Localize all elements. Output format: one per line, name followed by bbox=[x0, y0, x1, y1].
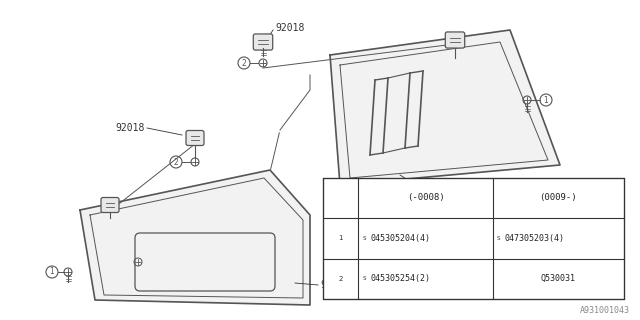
Polygon shape bbox=[330, 30, 560, 185]
Text: (-0008): (-0008) bbox=[407, 193, 444, 202]
Text: 045305254(2): 045305254(2) bbox=[371, 275, 431, 284]
Text: 045305204(4): 045305204(4) bbox=[371, 234, 431, 243]
Text: 1: 1 bbox=[339, 236, 343, 241]
Text: 1: 1 bbox=[543, 95, 548, 105]
FancyBboxPatch shape bbox=[253, 34, 273, 50]
Bar bbox=[323, 178, 624, 299]
Text: A931001043: A931001043 bbox=[580, 306, 630, 315]
Text: Q530031: Q530031 bbox=[541, 275, 576, 284]
Text: 92018: 92018 bbox=[116, 123, 145, 133]
Text: 047305203(4): 047305203(4) bbox=[505, 234, 564, 243]
FancyBboxPatch shape bbox=[186, 131, 204, 146]
FancyBboxPatch shape bbox=[101, 197, 119, 212]
Text: 92011A: 92011A bbox=[320, 280, 355, 290]
Polygon shape bbox=[80, 170, 310, 305]
Text: 2: 2 bbox=[173, 157, 179, 166]
Text: 1: 1 bbox=[50, 268, 54, 276]
Text: S: S bbox=[363, 236, 366, 241]
Text: 2: 2 bbox=[242, 59, 246, 68]
Text: 92011: 92011 bbox=[415, 195, 445, 205]
Text: S: S bbox=[497, 236, 500, 241]
Text: S: S bbox=[363, 276, 366, 281]
Text: 92018: 92018 bbox=[275, 23, 305, 33]
Text: 2: 2 bbox=[339, 276, 343, 282]
Text: (0009-): (0009-) bbox=[540, 193, 577, 202]
FancyBboxPatch shape bbox=[445, 32, 465, 48]
